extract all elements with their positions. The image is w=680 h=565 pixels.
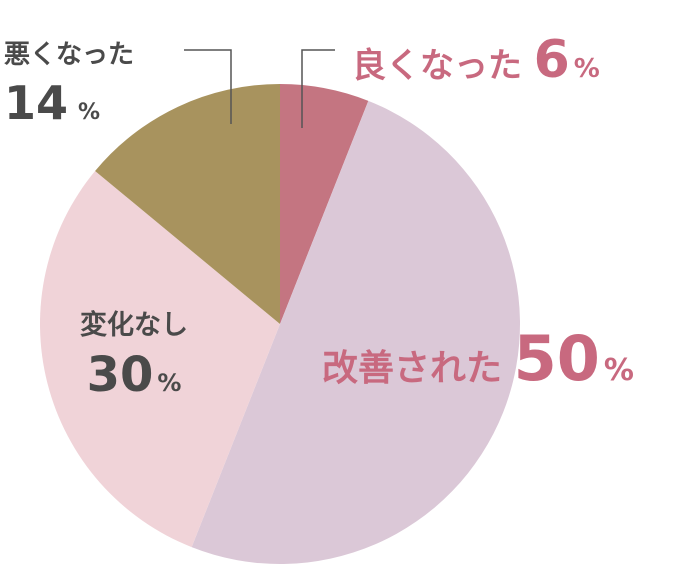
label-henka-nashi: 変化なし 30% <box>80 312 188 399</box>
label-warukunatta: 悪くなった 14% <box>4 42 134 126</box>
label-kaizen: 改善された 50% <box>322 328 634 390</box>
label-henka-nashi-unit: % <box>157 369 182 397</box>
leader-line-yokunatta <box>301 49 335 128</box>
label-henka-nashi-name: 変化なし <box>80 310 188 341</box>
label-yokunatta-name: 良くなった <box>352 46 522 86</box>
slice-yokunatta <box>280 84 369 324</box>
label-warukunatta-name: 悪くなった <box>4 40 135 70</box>
label-yokunatta: 良くなった 6% <box>352 34 600 86</box>
slice-kaizen <box>191 100 521 565</box>
label-kaizen-name: 改善された <box>322 348 503 389</box>
slice-warukunatta <box>95 84 281 324</box>
label-yokunatta-value: 6 <box>533 30 570 90</box>
label-warukunatta-value: 14 <box>4 76 69 130</box>
slice-henka-nashi <box>39 171 280 548</box>
leader-line-warukunatta <box>184 49 232 124</box>
label-henka-nashi-value: 30 <box>86 347 154 403</box>
label-yokunatta-unit: % <box>573 54 600 84</box>
label-warukunatta-unit: % <box>78 100 101 125</box>
label-kaizen-value: 50 <box>513 322 600 395</box>
label-kaizen-unit: % <box>603 353 634 388</box>
